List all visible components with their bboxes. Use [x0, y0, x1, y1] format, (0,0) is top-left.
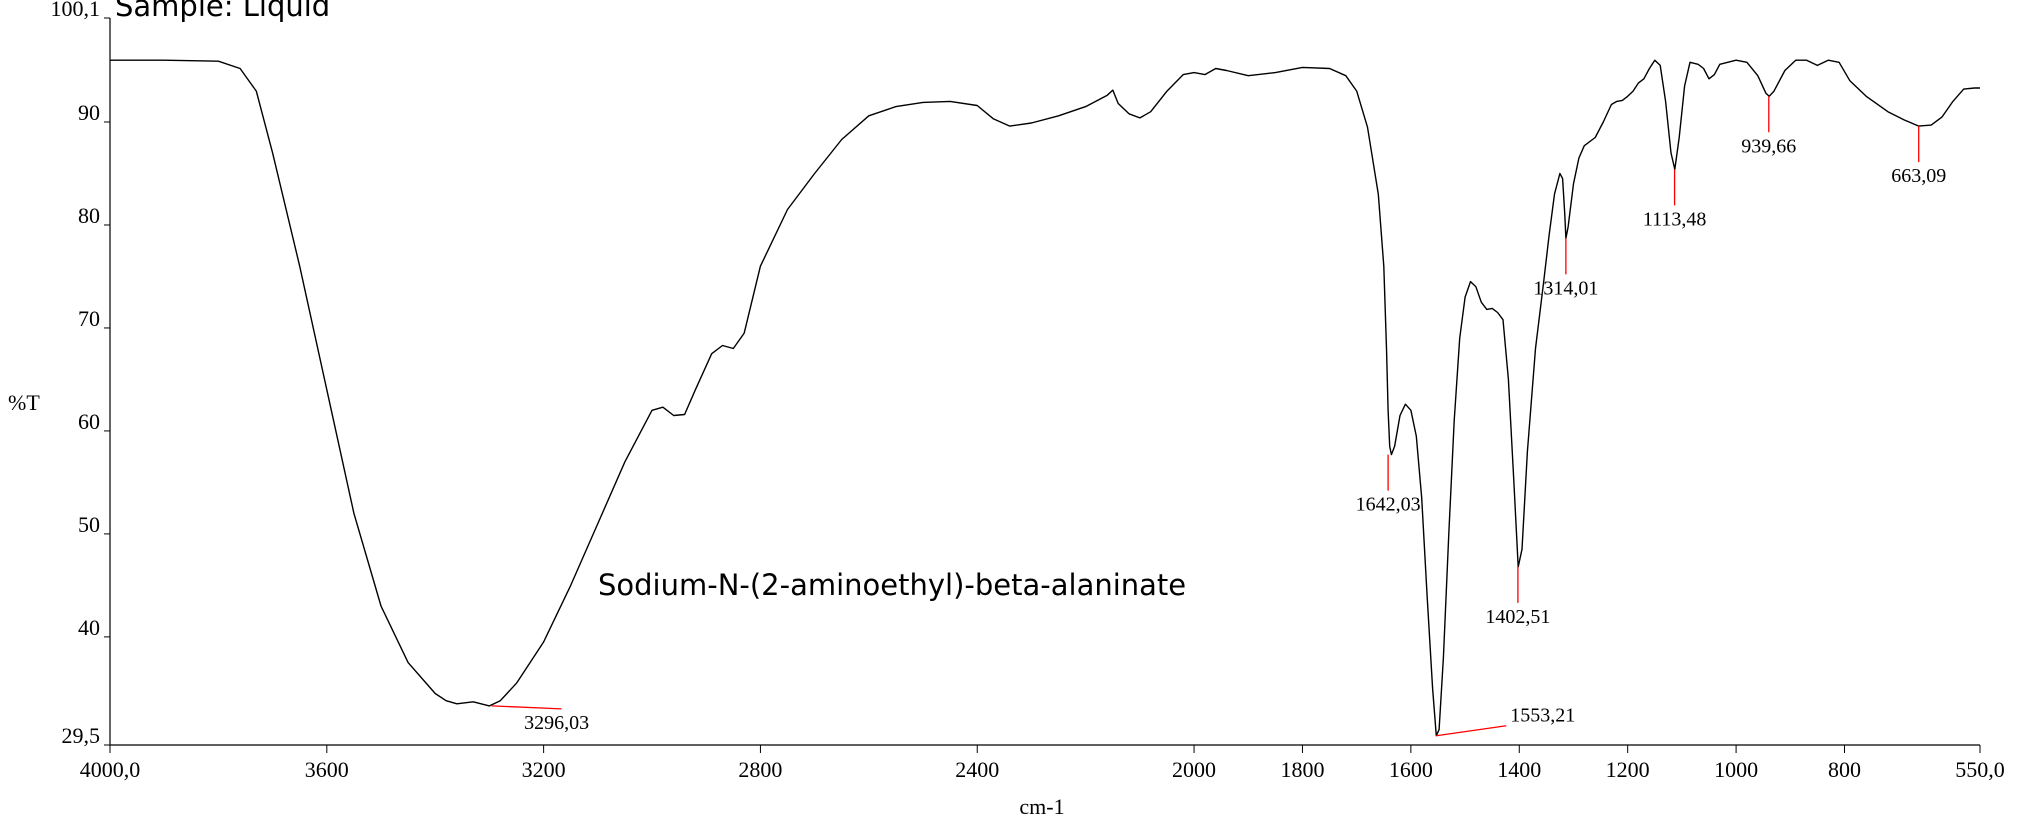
x-tick-label: 3600	[305, 757, 349, 782]
peak-marker	[1436, 725, 1507, 737]
y-axis-label: %T	[8, 390, 40, 415]
x-tick-label: 2800	[738, 757, 782, 782]
x-tick-label: 3200	[522, 757, 566, 782]
x-tick-label: 2400	[955, 757, 999, 782]
peak-label: 663,09	[1891, 165, 1946, 187]
tick-group: 100,1 90 80 70 60 50 40 29,5 4000,0 3600 3200 2800 2…	[51, 0, 2005, 782]
y-tick-label: 70	[78, 306, 100, 331]
compound-name-annotation: Sodium-N-(2-aminoethyl)-beta-alaninate	[598, 568, 1186, 602]
peak-label: 1553,21	[1510, 705, 1575, 727]
x-tick-label: 1200	[1606, 757, 1650, 782]
peak-label: 939,66	[1741, 135, 1796, 157]
x-axis-label: cm-1	[1019, 794, 1064, 818]
x-tick-label: 2000	[1172, 757, 1216, 782]
x-tick-label: 1000	[1714, 757, 1758, 782]
y-tick-label: 29,5	[62, 723, 101, 748]
peak-label: 3296,03	[524, 712, 589, 734]
x-tick-label: 550,0	[1955, 757, 2005, 782]
x-tick-label: 1400	[1497, 757, 1541, 782]
x-tick-label: 4000,0	[80, 757, 141, 782]
y-tick-label: 80	[78, 203, 100, 228]
chart-title: Sample: Liquid	[115, 0, 330, 23]
x-tick-label: 1600	[1389, 757, 1433, 782]
peak-label: 1314,01	[1533, 277, 1598, 299]
peak-label: 1113,48	[1643, 208, 1707, 230]
y-tick-label: 90	[78, 100, 100, 125]
series-group	[110, 59, 1980, 737]
peak-marker	[491, 705, 562, 710]
spectrum-line	[110, 59, 1980, 737]
peak-markers: 3296,03 1642,03 1553,21 1402,51 1314,01 1113,…	[491, 96, 1946, 737]
x-tick-label: 1800	[1280, 757, 1324, 782]
peak-label: 1402,51	[1485, 606, 1550, 628]
y-tick-label: 100,1	[51, 0, 101, 21]
axes	[109, 18, 1980, 746]
y-tick-label: 50	[78, 512, 100, 537]
peak-label: 1642,03	[1356, 494, 1421, 516]
y-tick-label: 60	[78, 409, 100, 434]
y-tick-label: 40	[78, 615, 100, 640]
x-tick-label: 800	[1828, 757, 1861, 782]
